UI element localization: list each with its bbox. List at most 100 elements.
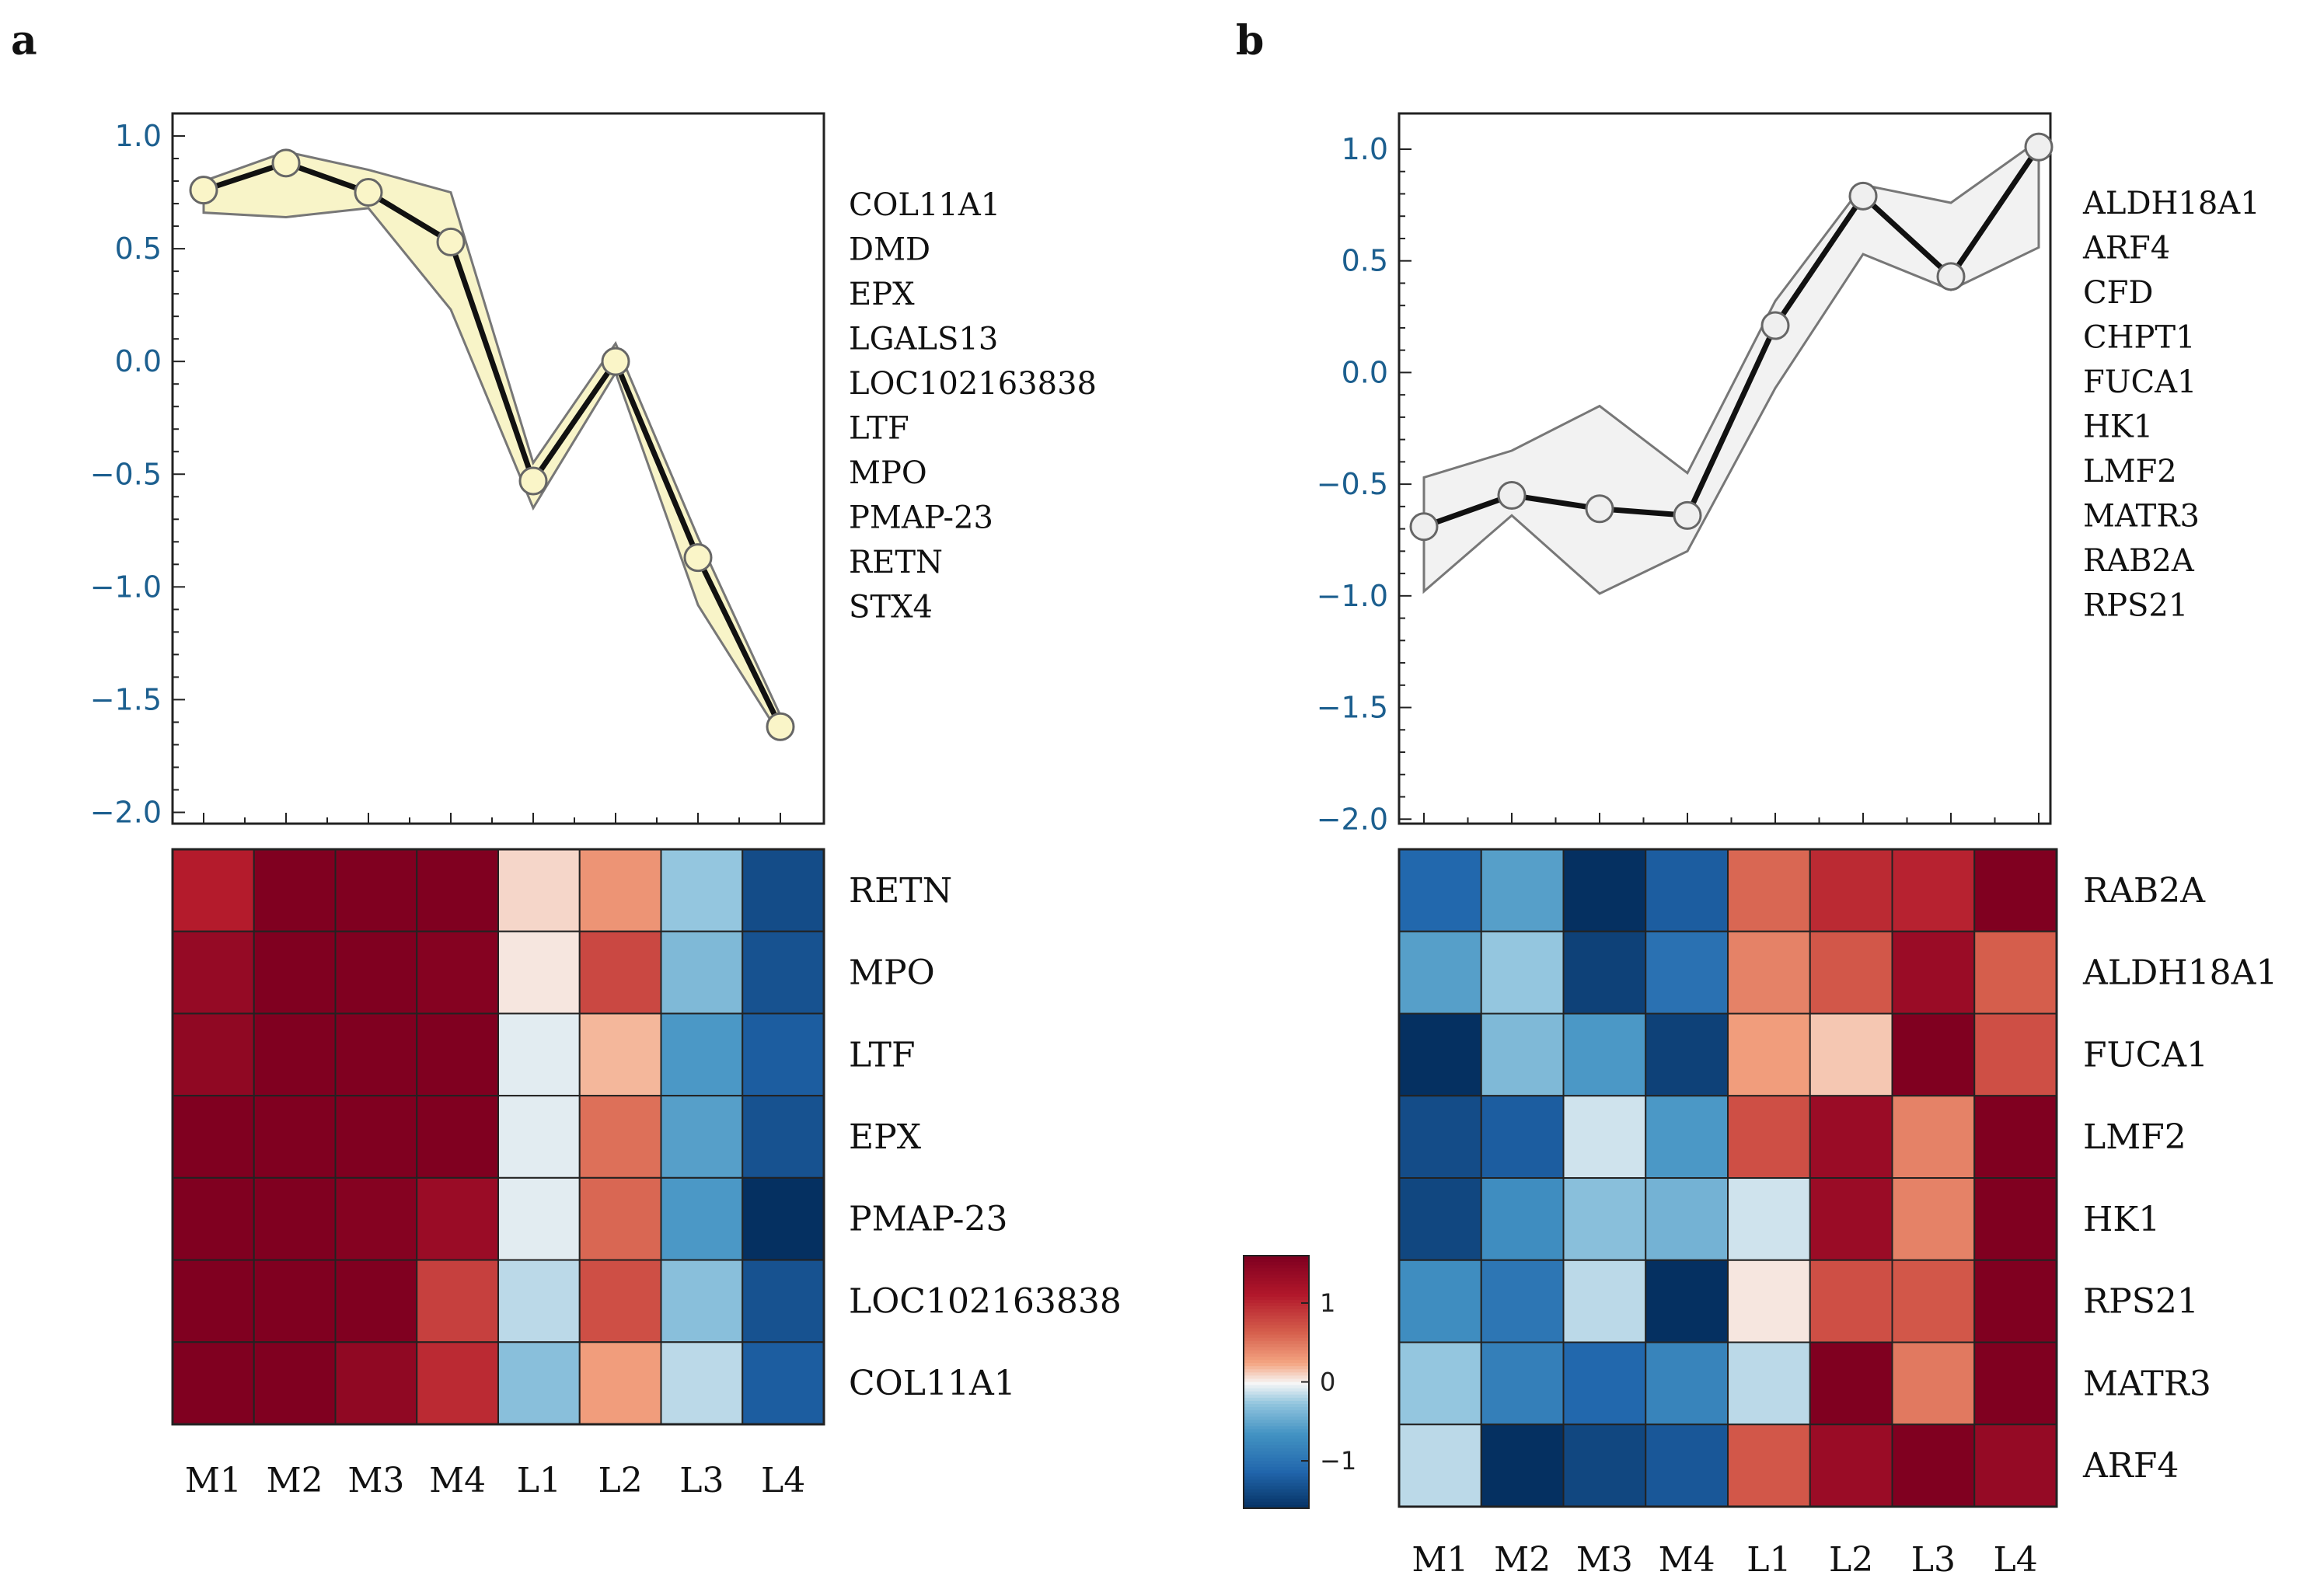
heatmap-col-label: L2 <box>598 1461 643 1500</box>
heatmap-cell <box>1480 930 1565 1015</box>
heatmap-cell <box>1973 849 2057 932</box>
data-point <box>1760 311 1790 340</box>
heatmap-cell <box>1809 1177 1893 1261</box>
heatmap-col-label: M2 <box>1494 1540 1551 1580</box>
colorbar-segment <box>1244 1299 1309 1304</box>
colorbar-segment <box>1244 1259 1309 1263</box>
y-tick-label: −1.0 <box>90 570 162 604</box>
colorbar-segment <box>1244 1486 1309 1490</box>
heatmap-cell <box>1973 1341 2057 1426</box>
data-point <box>518 466 548 496</box>
heatmap-cell <box>1809 1012 1893 1097</box>
data-point <box>436 227 466 256</box>
heatmap-cell <box>578 1341 662 1426</box>
colorbar-segment <box>1244 1391 1309 1396</box>
heatmap-cell <box>253 1095 337 1179</box>
heatmap-cell <box>416 930 499 1015</box>
heatmap-cell <box>334 1176 418 1261</box>
data-point <box>271 148 301 178</box>
heatmap-col-label: M1 <box>1411 1540 1468 1580</box>
plot-frame <box>1398 112 2052 825</box>
colorbar-segment <box>1244 1470 1309 1475</box>
heatmap-cell <box>416 1341 499 1426</box>
heatmap-cell <box>660 1012 744 1097</box>
heatmap-cell <box>1727 930 1811 1015</box>
heatmap-row-label: ALDH18A1 <box>2082 953 2277 993</box>
colorbar-segment <box>1244 1407 1309 1412</box>
colorbar-segment <box>1244 1347 1309 1351</box>
heatmap-cell <box>1480 1259 1565 1343</box>
heatmap-cell <box>1891 1341 1976 1426</box>
heatmap-cell <box>334 1341 418 1426</box>
heatmap-row-label: MATR3 <box>2083 1364 2211 1403</box>
heatmap-cell <box>1645 1012 1729 1097</box>
gene-label: RETN <box>849 545 943 580</box>
heatmap-cell <box>497 930 581 1015</box>
gene-label: DMD <box>849 232 930 268</box>
heatmap-cell <box>1727 1341 1811 1426</box>
heatmap-cell <box>742 1259 825 1343</box>
heatmap-cell <box>742 849 825 932</box>
colorbar-segment <box>1244 1290 1309 1295</box>
y-tick-label: −1.5 <box>1317 691 1388 725</box>
heatmap-row-label: LOC102163838 <box>849 1281 1122 1321</box>
heatmap-cell <box>416 1176 499 1261</box>
heatmap-col-label: M4 <box>1659 1540 1715 1580</box>
heatmap-cell <box>1891 849 1976 932</box>
spread-band <box>202 150 782 741</box>
heatmap-cell <box>253 1176 337 1261</box>
colorbar: 1 0 −1 <box>1243 1255 1356 1509</box>
heatmap-col-label: M4 <box>429 1461 486 1500</box>
y-tick-label: −2.0 <box>1317 802 1388 836</box>
heatmap-cell <box>1398 1424 1482 1507</box>
heatmap-cell <box>1973 930 2057 1015</box>
heatmap-row-label: EPX <box>849 1117 922 1157</box>
panel-label-b: b <box>1236 17 1264 64</box>
colorbar-segment <box>1244 1461 1309 1465</box>
gene-label: PMAP-23 <box>849 500 993 536</box>
heatmap-cell <box>660 930 744 1015</box>
heatmap-cell <box>334 1259 418 1343</box>
heatmap-a: RETN MPO LTF EPX PMAP-23 LOC102163838 COL11A1 M… <box>171 848 1122 1500</box>
line-chart-a: 1.0 0.5 0.0 −0.5 −1.0 −1.5 −2.0 <box>90 112 825 829</box>
colorbar-segment <box>1244 1328 1309 1333</box>
heatmap-cell <box>1973 1095 2057 1179</box>
heatmap-cell <box>334 1012 418 1097</box>
colorbar-segment <box>1244 1360 1309 1364</box>
panel-label-a: a <box>11 17 37 64</box>
colorbar-segment <box>1244 1357 1309 1361</box>
heatmap-cell <box>1645 1259 1729 1343</box>
colorbar-segment <box>1244 1277 1309 1282</box>
colorbar-segment <box>1244 1432 1309 1437</box>
heatmap-cell <box>1809 1095 1893 1179</box>
colorbar-segment <box>1244 1476 1309 1481</box>
colorbar-segment <box>1244 1448 1309 1452</box>
heatmap-cell <box>334 849 418 932</box>
colorbar-segment <box>1244 1504 1309 1509</box>
colorbar-segment <box>1244 1444 1309 1449</box>
y-tick-label: 0.0 <box>1342 355 1388 389</box>
heatmap-cell <box>1891 1095 1976 1179</box>
colorbar-segment <box>1244 1394 1309 1399</box>
colorbar-segment <box>1244 1498 1309 1503</box>
heatmap-row-label: MPO <box>849 953 935 993</box>
line-chart-b: 1.0 0.5 0.0 −0.5 −1.0 −1.5 −2.0 <box>1317 112 2054 836</box>
colorbar-segment <box>1244 1479 1309 1484</box>
gene-label: CHPT1 <box>2083 320 2196 356</box>
colorbar-segment <box>1244 1306 1309 1311</box>
heatmap-col-label: L4 <box>761 1461 805 1500</box>
data-point <box>1497 480 1527 510</box>
colorbar-segment <box>1244 1385 1309 1389</box>
gene-label: LGALS13 <box>849 322 998 357</box>
colorbar-segment <box>1244 1350 1309 1354</box>
heatmap-cell <box>1973 1012 2057 1097</box>
y-tick-label: 1.0 <box>1342 132 1388 166</box>
heatmap-cell <box>1645 1177 1729 1261</box>
heatmap-cell <box>172 1012 255 1097</box>
colorbar-segment <box>1244 1375 1309 1380</box>
y-tick-label: −2.0 <box>90 795 162 829</box>
colorbar-segment <box>1244 1388 1309 1392</box>
heatmap-cell <box>172 930 255 1015</box>
colorbar-segment <box>1244 1400 1309 1405</box>
gene-label: HK1 <box>2083 409 2153 445</box>
